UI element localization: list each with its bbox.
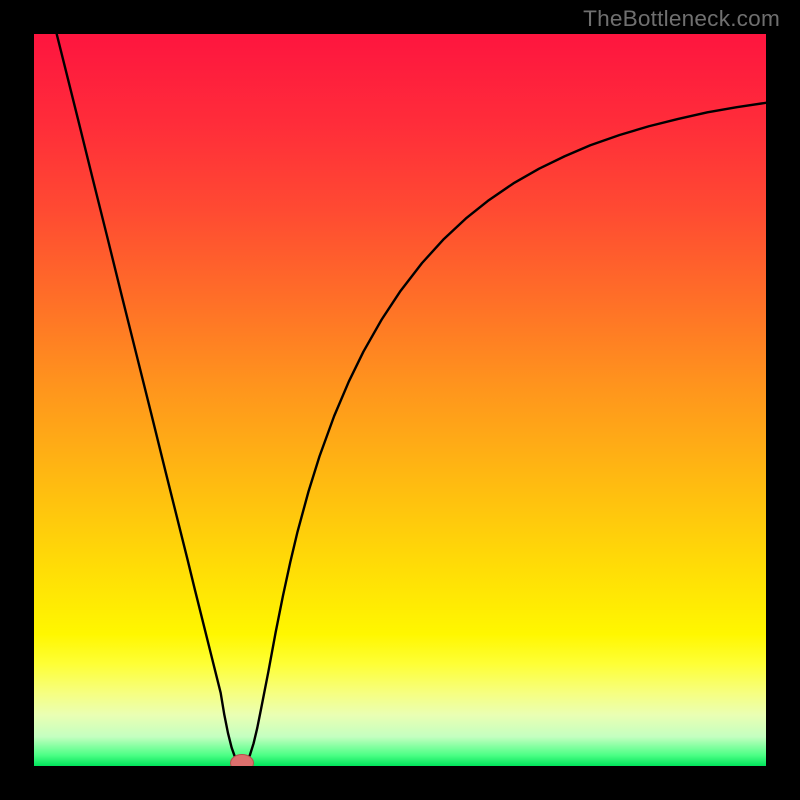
bottleneck-curve bbox=[34, 34, 766, 766]
watermark-text: TheBottleneck.com bbox=[583, 6, 780, 32]
plot-area bbox=[34, 34, 766, 766]
chart-frame: TheBottleneck.com bbox=[0, 0, 800, 800]
optimal-point-marker bbox=[230, 754, 254, 766]
